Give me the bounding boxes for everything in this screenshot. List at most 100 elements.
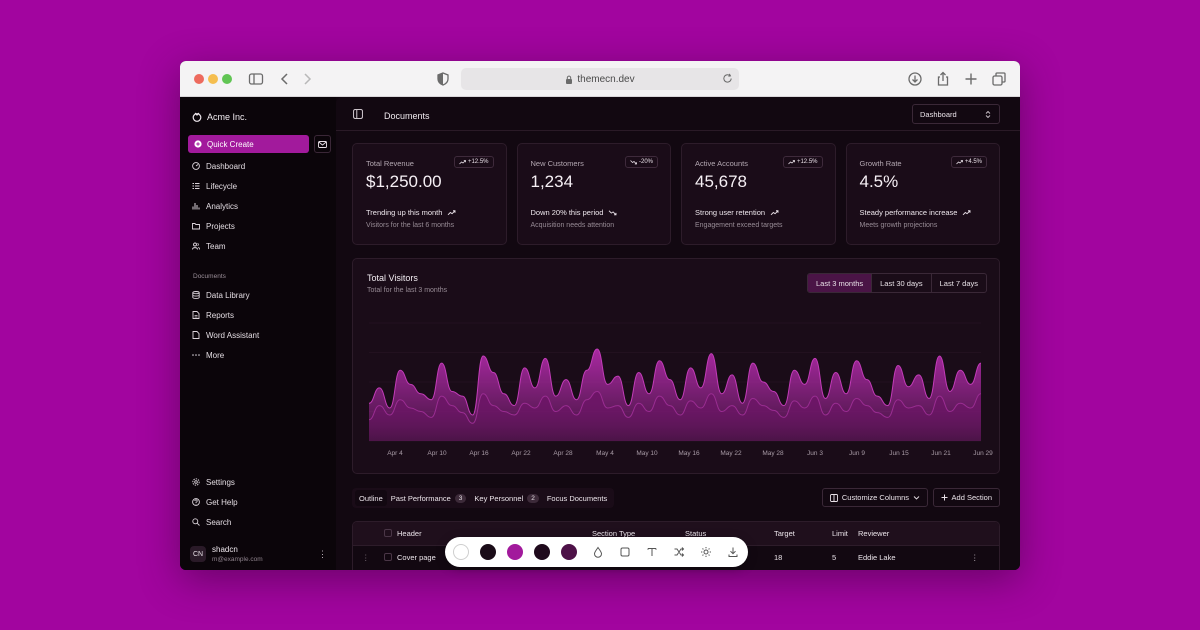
- square-icon[interactable]: [619, 546, 631, 558]
- tab-key-personnel[interactable]: Key Personnel 2: [470, 490, 542, 506]
- sidebar-item-lifecycle[interactable]: Lifecycle: [192, 179, 237, 193]
- sidebar-item-label: Get Help: [206, 497, 238, 507]
- mail-icon: [318, 140, 327, 148]
- column-header-header[interactable]: Header: [397, 529, 422, 538]
- color-swatch[interactable]: [480, 544, 496, 560]
- select-all-checkbox[interactable]: [384, 529, 392, 537]
- inbox-button[interactable]: [314, 135, 331, 153]
- x-tick-label: Jun 21: [931, 450, 951, 457]
- sidebar-item-label: Dashboard: [206, 161, 246, 171]
- user-name: shadcn: [212, 545, 238, 554]
- range-last-30-days[interactable]: Last 30 days: [871, 274, 931, 292]
- drag-handle-icon[interactable]: ⋮: [362, 553, 370, 562]
- column-header-status[interactable]: Status: [685, 529, 707, 538]
- color-swatch[interactable]: [453, 544, 469, 560]
- sidebar-item-get-help[interactable]: Get Help: [192, 495, 238, 509]
- forward-icon[interactable]: [299, 71, 315, 87]
- sun-icon[interactable]: [700, 546, 712, 558]
- user-menu[interactable]: CN shadcn m@example.com: [190, 545, 263, 563]
- view-select[interactable]: Dashboard: [912, 104, 1000, 124]
- column-header-limit[interactable]: Limit: [832, 529, 848, 538]
- metric-subtext: Visitors for the last 6 months: [366, 222, 455, 229]
- sidebar-item-team[interactable]: Team: [192, 239, 226, 253]
- brand[interactable]: Acme Inc.: [192, 112, 247, 122]
- url-text: themecn.dev: [577, 73, 635, 85]
- file-icon: [192, 331, 200, 339]
- trending-up-icon: [448, 210, 456, 216]
- trending-up-icon: [788, 160, 795, 165]
- downloads-icon[interactable]: [907, 71, 923, 87]
- cell-limit: 5: [832, 553, 837, 562]
- brand-name: Acme Inc.: [207, 112, 248, 122]
- minimize-window-button[interactable]: [208, 74, 218, 84]
- share-icon[interactable]: [935, 71, 951, 87]
- sidebar-item-data-library[interactable]: Data Library: [192, 288, 250, 302]
- tab-past-performance[interactable]: Past Performance 3: [387, 490, 471, 506]
- trend-badge-value: +12.5%: [796, 159, 818, 165]
- new-tab-icon[interactable]: [963, 71, 979, 87]
- range-last-3-months[interactable]: Last 3 months: [808, 274, 872, 292]
- sidebar-item-reports[interactable]: Reports: [192, 308, 234, 322]
- color-swatch[interactable]: [561, 544, 577, 560]
- customize-columns-button[interactable]: Customize Columns: [821, 488, 928, 507]
- trend-badge-value: -20%: [638, 159, 653, 165]
- sidebar-item-dashboard[interactable]: Dashboard: [192, 159, 245, 173]
- browser-window: themecn.dev Acme Inc. Quick Create Dashb…: [180, 61, 1020, 570]
- brand-logo-icon: [192, 112, 202, 122]
- sidebar-item-word-assistant[interactable]: Word Assistant: [192, 328, 259, 342]
- trend-badge: +4.5%: [950, 156, 987, 168]
- metric-card-active-accounts: Active Accounts 45,678 +12.5% Strong user r…: [681, 143, 836, 245]
- page-title: Documents: [384, 111, 430, 121]
- trending-down-icon: [609, 210, 617, 216]
- color-swatch[interactable]: [507, 544, 523, 560]
- trending-up-icon: [459, 160, 466, 165]
- user-more-icon[interactable]: ⋮: [318, 549, 327, 559]
- sidebar-toggle-icon[interactable]: [248, 71, 264, 87]
- chart-icon: [192, 203, 200, 210]
- tab-outline[interactable]: Outline: [355, 490, 387, 506]
- metric-card-new-customers: New Customers 1,234 -20% Down 20% this peri…: [516, 143, 671, 245]
- color-swatch[interactable]: [534, 544, 550, 560]
- sidebar-item-label: Reports: [206, 310, 235, 320]
- sidebar-item-label: Lifecycle: [206, 181, 238, 191]
- type-icon[interactable]: [646, 546, 658, 558]
- add-section-button[interactable]: Add Section: [932, 488, 1000, 507]
- x-tick-label: Apr 28: [553, 450, 573, 457]
- sidebar-item-projects[interactable]: Projects: [192, 219, 235, 233]
- trend-text: Strong user retention: [695, 208, 779, 217]
- panel-toggle-icon[interactable]: [353, 109, 363, 119]
- download-icon[interactable]: [727, 546, 739, 558]
- trend-text: Down 20% this period: [531, 208, 618, 217]
- browser-chrome: themecn.dev: [180, 61, 1020, 97]
- quick-create-button[interactable]: Quick Create: [188, 135, 309, 153]
- x-tick-label: Jun 9: [849, 450, 865, 457]
- metric-label: New Customers: [530, 159, 584, 168]
- column-header-reviewer[interactable]: Reviewer: [858, 529, 890, 538]
- trend-text: Steady performance increase: [860, 208, 972, 217]
- x-tick-label: May 10: [636, 450, 658, 457]
- series-line: [368, 390, 982, 424]
- range-last-7-days[interactable]: Last 7 days: [930, 274, 986, 292]
- shuffle-icon[interactable]: [673, 546, 685, 558]
- tabs-overview-icon[interactable]: [991, 71, 1007, 87]
- tab-focus-documents[interactable]: Focus Documents: [543, 490, 611, 506]
- sidebar-item-search[interactable]: Search: [192, 515, 231, 529]
- column-header-target[interactable]: Target: [774, 529, 795, 538]
- column-header-section-type[interactable]: Section Type: [592, 529, 636, 538]
- sidebar-item-settings[interactable]: Settings: [192, 475, 235, 489]
- sidebar-item-analytics[interactable]: Analytics: [192, 199, 238, 213]
- reload-icon[interactable]: [722, 73, 733, 84]
- trend-text-label: Down 20% this period: [530, 208, 604, 217]
- drop-icon[interactable]: [592, 546, 604, 558]
- row-actions-icon[interactable]: ⋮: [971, 553, 979, 562]
- close-window-button[interactable]: [194, 74, 204, 84]
- shield-icon[interactable]: [435, 71, 451, 87]
- sidebar-item-more[interactable]: More: [192, 348, 224, 362]
- x-tick-label: Jun 3: [807, 450, 823, 457]
- back-icon[interactable]: [277, 71, 293, 87]
- address-bar[interactable]: themecn.dev: [461, 68, 739, 90]
- row-checkbox[interactable]: [384, 553, 392, 561]
- quick-create-label: Quick Create: [207, 139, 254, 149]
- documents-group-label: Documents: [193, 273, 226, 280]
- maximize-window-button[interactable]: [222, 74, 232, 84]
